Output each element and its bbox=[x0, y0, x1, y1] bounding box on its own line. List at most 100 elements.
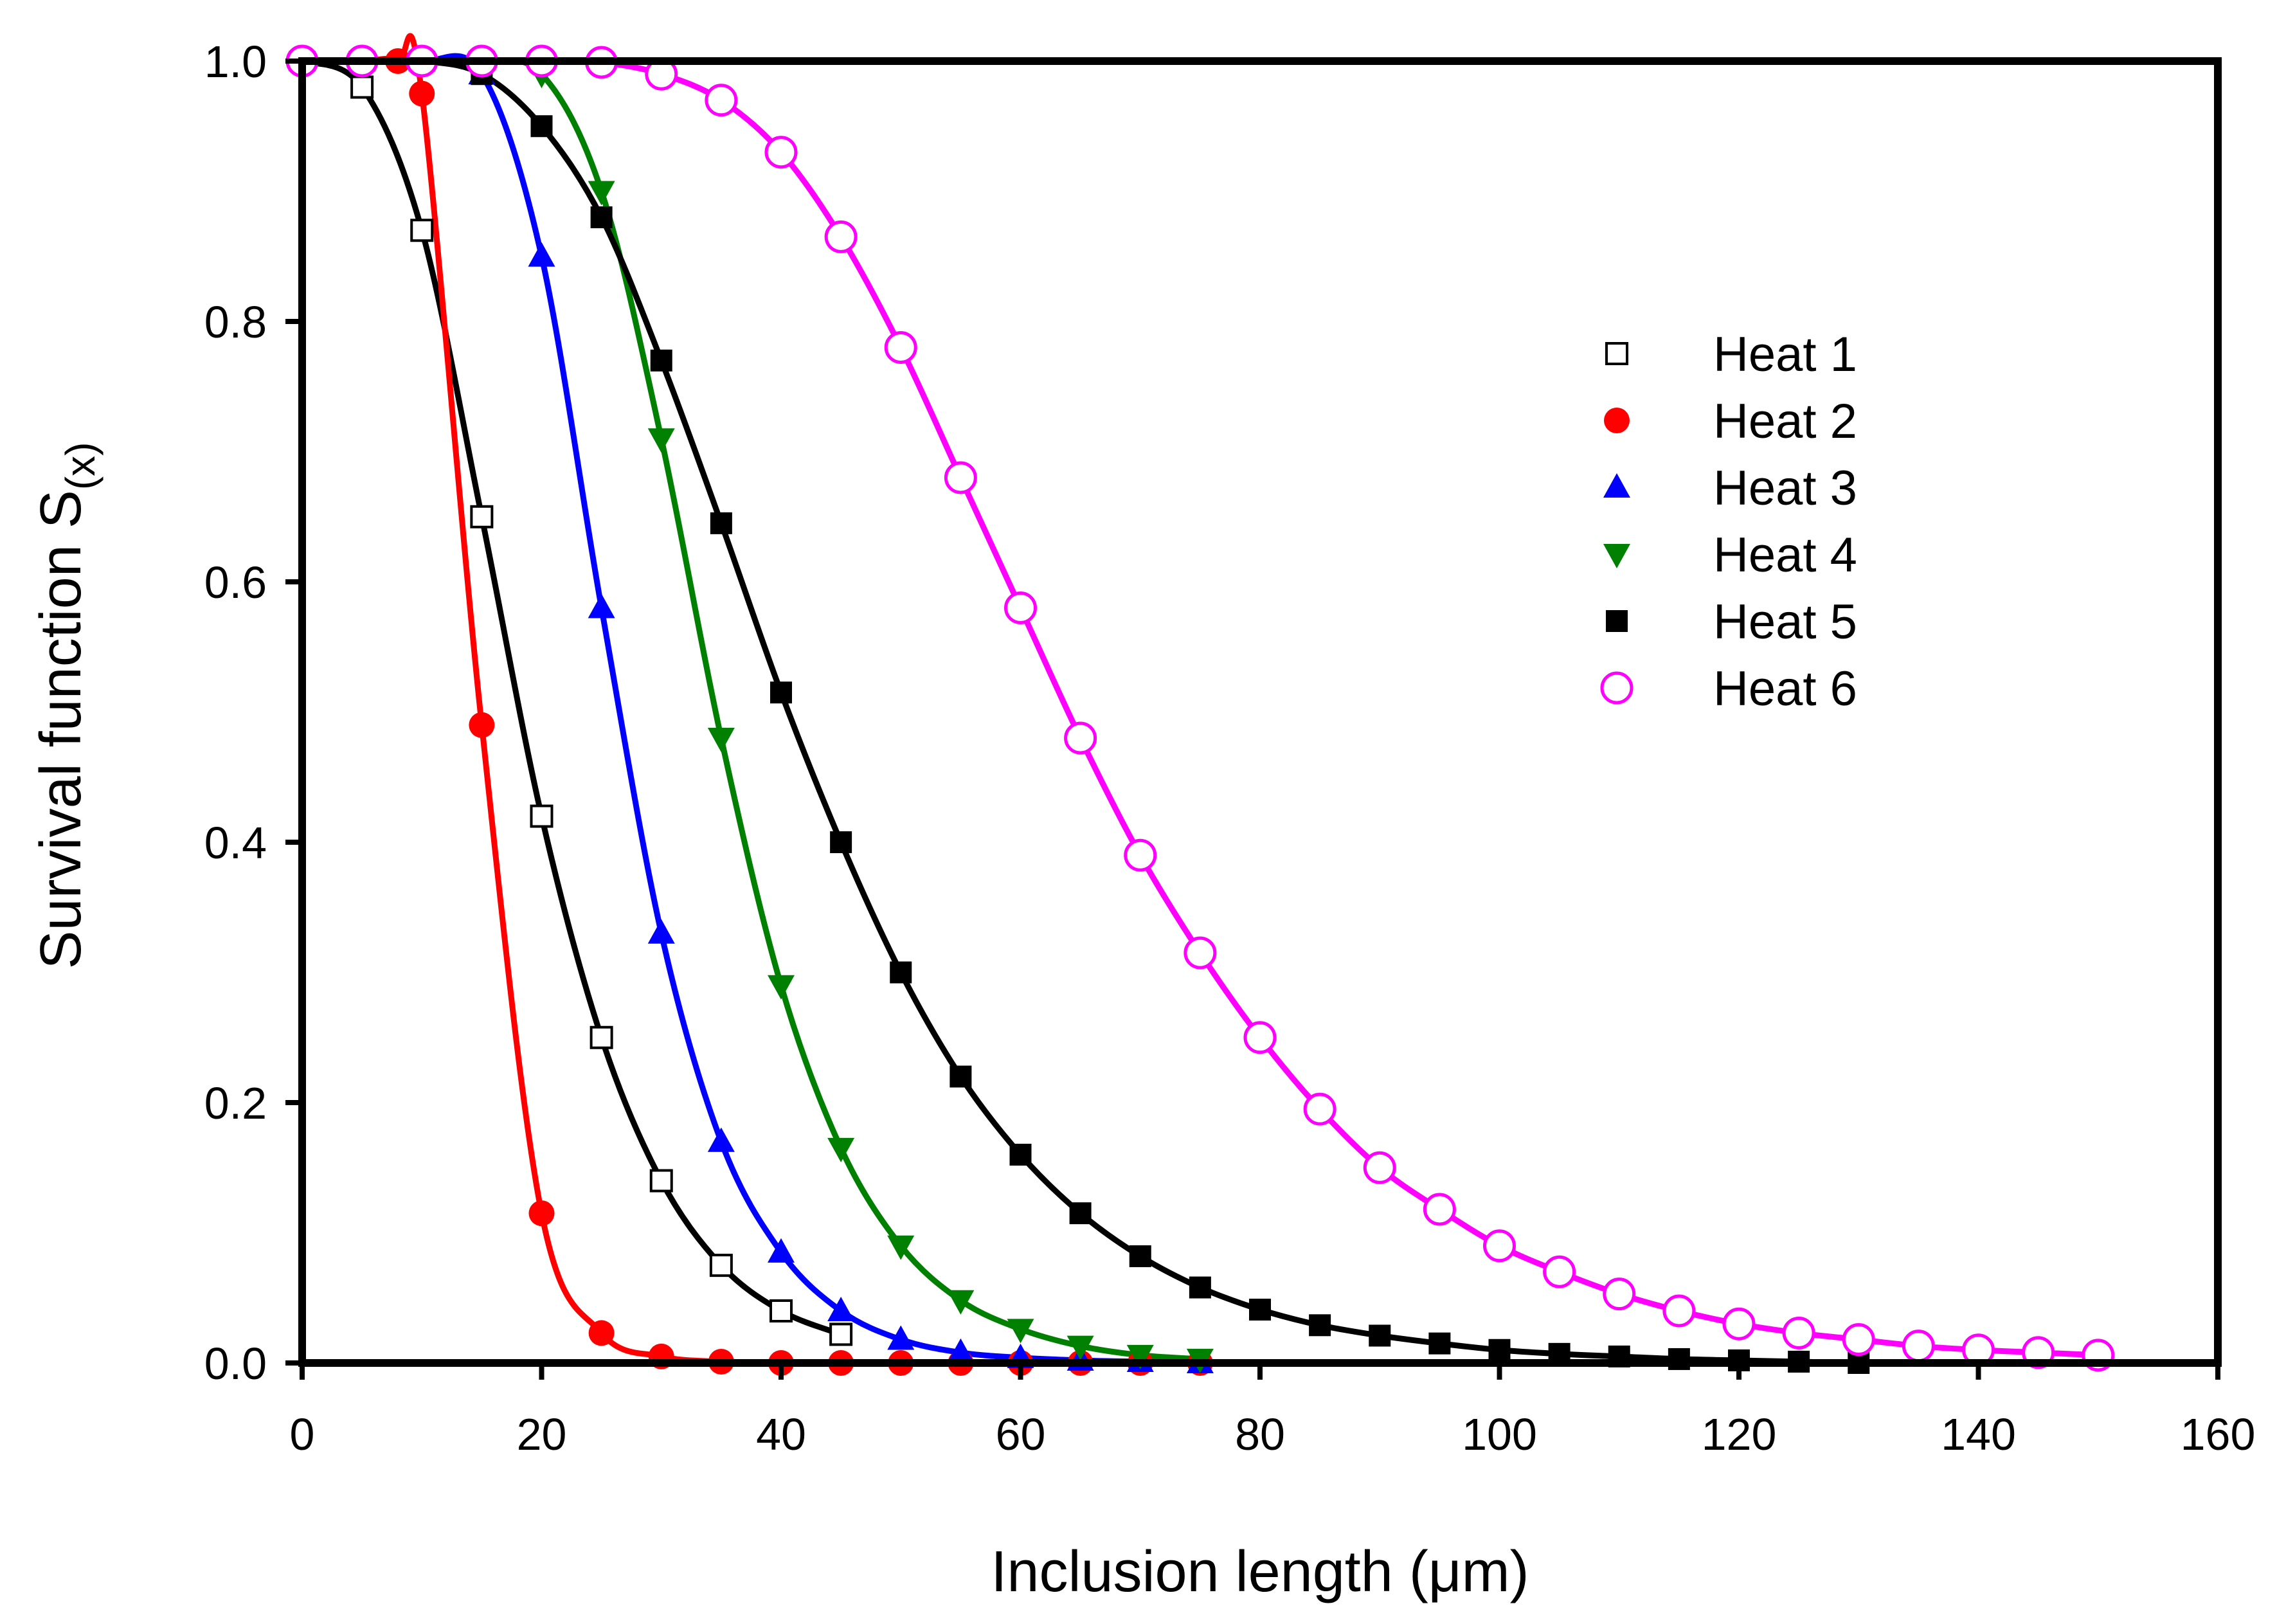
data-point-heat-5 bbox=[530, 115, 553, 138]
data-point-heat-3 bbox=[707, 1127, 735, 1152]
data-point-heat-1 bbox=[410, 219, 434, 242]
data-point-heat-5 bbox=[1129, 1245, 1151, 1267]
data-point-heat-5 bbox=[890, 961, 912, 984]
data-point-heat-3 bbox=[528, 242, 555, 267]
data-point-heat-3 bbox=[647, 919, 675, 944]
x-axis-label: Inclusion length (μm) bbox=[991, 1540, 1529, 1604]
data-point-heat-1 bbox=[470, 505, 494, 528]
x-tick-label: 0 bbox=[290, 1409, 315, 1459]
y-axis-label: Survival function S(x) bbox=[29, 442, 104, 970]
data-point-heat-6 bbox=[1004, 591, 1037, 624]
x-tick-label: 140 bbox=[1941, 1409, 2016, 1459]
data-point-heat-1 bbox=[829, 1322, 853, 1346]
data-point-heat-6 bbox=[824, 220, 858, 253]
data-point-heat-5 bbox=[1249, 1298, 1271, 1321]
data-point-heat-6 bbox=[764, 136, 798, 169]
legend-label-heat-5: Heat 5 bbox=[1713, 595, 1857, 649]
data-point-heat-1 bbox=[770, 1299, 793, 1322]
y-axis-label-subscript: (x) bbox=[57, 442, 104, 491]
legend-marker-heat-4 bbox=[1603, 544, 1630, 568]
data-point-heat-6 bbox=[1184, 936, 1217, 970]
data-point-heat-6 bbox=[705, 84, 738, 117]
x-tick-label: 120 bbox=[1702, 1409, 1777, 1459]
data-point-heat-1 bbox=[530, 804, 554, 828]
y-axis-label-group: Survival function S(x) bbox=[29, 442, 104, 970]
data-point-heat-5 bbox=[650, 349, 672, 372]
data-point-heat-5 bbox=[830, 831, 852, 853]
data-point-heat-6 bbox=[1543, 1255, 1576, 1288]
y-tick-label: 0.0 bbox=[204, 1339, 267, 1389]
data-point-heat-6 bbox=[1363, 1151, 1396, 1184]
data-point-heat-6 bbox=[1303, 1092, 1336, 1126]
legend-marker-heat-6 bbox=[1600, 671, 1634, 705]
data-point-heat-6 bbox=[1423, 1193, 1456, 1226]
data-point-heat-3 bbox=[588, 593, 615, 618]
data-point-heat-5 bbox=[1428, 1332, 1451, 1355]
data-point-heat-5 bbox=[1309, 1314, 1331, 1337]
data-point-heat-6 bbox=[1662, 1294, 1696, 1328]
data-point-heat-5 bbox=[590, 206, 613, 228]
data-point-heat-6 bbox=[1064, 721, 1097, 755]
legend-marker-heat-5 bbox=[1606, 610, 1628, 632]
data-point-heat-2 bbox=[528, 1200, 555, 1227]
data-point-heat-1 bbox=[350, 75, 374, 99]
x-tick-label: 20 bbox=[517, 1409, 567, 1459]
legend-marker-heat-3 bbox=[1603, 473, 1630, 498]
data-point-heat-4 bbox=[887, 1235, 915, 1260]
x-tick-label: 80 bbox=[1235, 1409, 1285, 1459]
data-point-heat-4 bbox=[1007, 1319, 1034, 1344]
data-point-heat-6 bbox=[1722, 1307, 1756, 1340]
series-line-heat-6 bbox=[299, 58, 2102, 1358]
data-point-heat-5 bbox=[710, 512, 732, 534]
data-point-heat-6 bbox=[1483, 1229, 1516, 1263]
data-point-heat-5 bbox=[1189, 1276, 1211, 1299]
y-tick-label: 0.4 bbox=[204, 818, 267, 868]
data-point-heat-4 bbox=[707, 728, 735, 752]
legend-label-heat-6: Heat 6 bbox=[1713, 662, 1857, 716]
data-point-heat-2 bbox=[588, 1320, 615, 1346]
legend-marker-heat-1 bbox=[1605, 342, 1628, 365]
data-point-heat-1 bbox=[649, 1169, 673, 1193]
y-tick-label: 0.2 bbox=[204, 1078, 267, 1128]
x-tick-label: 40 bbox=[756, 1409, 806, 1459]
data-point-heat-4 bbox=[1126, 1344, 1154, 1369]
data-point-heat-6 bbox=[1842, 1323, 1875, 1357]
data-point-heat-4 bbox=[588, 181, 615, 206]
data-point-heat-3 bbox=[827, 1297, 855, 1321]
data-point-heat-3 bbox=[947, 1338, 975, 1363]
legend-marker-heat-2 bbox=[1604, 408, 1630, 433]
x-tick-label: 100 bbox=[1462, 1409, 1537, 1459]
y-axis-label-main: Survival function S bbox=[29, 490, 93, 969]
data-point-heat-5 bbox=[1488, 1339, 1511, 1361]
data-point-heat-6 bbox=[884, 331, 917, 364]
legend-label-heat-2: Heat 2 bbox=[1713, 394, 1857, 449]
data-point-heat-6 bbox=[1243, 1021, 1277, 1054]
y-tick-label: 0.6 bbox=[204, 557, 267, 608]
data-point-heat-6 bbox=[1124, 838, 1157, 872]
x-tick-label: 160 bbox=[2181, 1409, 2256, 1459]
legend-label-heat-1: Heat 1 bbox=[1713, 327, 1857, 382]
y-tick-label: 0.8 bbox=[204, 297, 267, 347]
y-tick-label: 1.0 bbox=[204, 37, 267, 87]
data-point-heat-4 bbox=[647, 428, 675, 453]
data-point-heat-3 bbox=[768, 1238, 795, 1263]
axes-layer: 0 20 40 60 80 100 120 140 160 0.0 0.2 0.4 0.6 0.8 1.0 bbox=[204, 37, 2256, 1459]
data-point-heat-6 bbox=[1782, 1316, 1815, 1349]
data-point-heat-1 bbox=[709, 1254, 733, 1277]
data-point-heat-6 bbox=[1902, 1330, 1935, 1363]
data-point-heat-5 bbox=[1369, 1324, 1391, 1347]
data-point-heat-2 bbox=[469, 712, 495, 738]
data-point-heat-6 bbox=[944, 461, 977, 494]
data-point-heat-1 bbox=[590, 1025, 613, 1049]
data-point-heat-4 bbox=[827, 1137, 855, 1162]
data-point-heat-4 bbox=[947, 1290, 975, 1315]
legend-label-heat-3: Heat 3 bbox=[1713, 461, 1857, 516]
data-point-heat-5 bbox=[770, 681, 792, 704]
legend: Heat 1 Heat 2 Heat 3 Heat 4 Heat 5 Heat 6 bbox=[1600, 327, 1857, 716]
data-point-heat-5 bbox=[1069, 1202, 1092, 1225]
data-point-heat-5 bbox=[950, 1065, 972, 1088]
data-point-heat-4 bbox=[1066, 1335, 1094, 1360]
